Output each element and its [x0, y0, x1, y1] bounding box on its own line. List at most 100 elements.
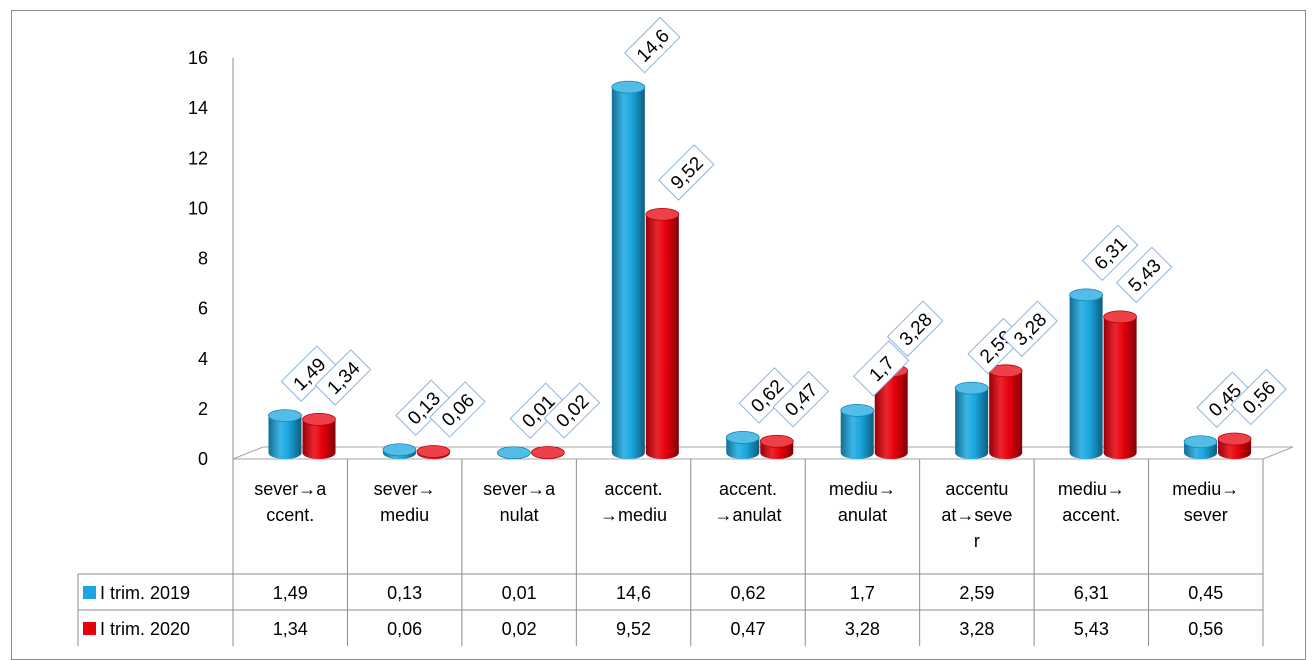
bar — [382, 443, 417, 459]
bar-top — [1183, 435, 1218, 449]
bar-top — [382, 443, 417, 457]
bar — [1183, 435, 1218, 459]
category-label: sever — [1184, 505, 1228, 525]
bar — [1217, 432, 1252, 459]
y-tick-label: 16 — [188, 48, 208, 68]
data-label-box — [429, 381, 486, 438]
category-label: accentu — [945, 479, 1008, 499]
bar — [302, 413, 336, 459]
data-label-box — [658, 144, 715, 201]
y-tick-label: 0 — [198, 449, 208, 469]
category-label: mediu — [380, 505, 429, 525]
bar — [759, 434, 794, 459]
bar-top — [496, 446, 531, 460]
category-label: mediu→ — [1058, 479, 1125, 499]
data-label-box — [886, 300, 944, 358]
y-tick-label: 6 — [198, 299, 208, 319]
bar-body — [840, 410, 874, 459]
category-label: →mediu — [600, 505, 667, 525]
category-label: accent. — [605, 479, 663, 499]
bar-top — [268, 409, 302, 423]
data-label: 14,6 — [624, 16, 681, 74]
bar-body — [1069, 294, 1103, 459]
category-label: sever→a — [254, 479, 327, 499]
table-cell: 0,01 — [502, 583, 537, 603]
category-label: ccent. — [266, 505, 314, 525]
bar-top — [302, 413, 336, 426]
table-cell: 3,28 — [959, 619, 994, 639]
bar-top — [416, 445, 451, 458]
table-cell: 1,7 — [850, 583, 875, 603]
y-tick-label: 8 — [198, 249, 208, 269]
y-tick-label: 14 — [188, 98, 208, 118]
y-tick-label: 4 — [198, 349, 208, 369]
category-label: →anulat — [714, 505, 781, 525]
bar — [416, 445, 451, 459]
legend-series-name: I trim. 2019 — [100, 583, 190, 603]
category-label: accent. — [719, 479, 777, 499]
category-label: nulat — [500, 505, 539, 525]
data-label-box — [543, 382, 601, 439]
category-label: accent. — [1062, 505, 1120, 525]
bar-top — [611, 80, 646, 94]
data-label: 0,56 — [1230, 368, 1287, 426]
data-label-box — [1115, 246, 1173, 304]
category-label: sever→a — [483, 479, 556, 499]
table-cell: 0,45 — [1188, 583, 1223, 603]
bar-top — [954, 381, 989, 395]
legend-key — [83, 586, 96, 599]
category-label: at→seve — [941, 505, 1012, 525]
bar — [954, 381, 989, 459]
bar-top — [1217, 432, 1252, 446]
legend-series-name: I trim. 2020 — [100, 619, 190, 639]
data-label-box — [1001, 300, 1058, 358]
bar — [268, 409, 302, 459]
data-label-box — [314, 349, 372, 406]
table-cell: 0,47 — [730, 619, 765, 639]
bar — [530, 446, 565, 459]
data-label-box — [1196, 371, 1253, 429]
bar — [645, 208, 680, 459]
legend-key — [83, 622, 96, 635]
bar — [1103, 310, 1138, 459]
data-label-box — [772, 370, 830, 428]
data-label: 0,02 — [543, 382, 601, 439]
bar-body — [1103, 316, 1137, 459]
data-label-box — [852, 340, 910, 397]
table-cell: 0,06 — [387, 619, 422, 639]
table-cell: 2,59 — [959, 583, 994, 603]
bar-body — [645, 214, 679, 459]
table-cell: 6,31 — [1074, 583, 1109, 603]
table-cell: 14,6 — [616, 583, 651, 603]
table-cell: 1,49 — [273, 583, 308, 603]
bar-top — [645, 208, 680, 221]
bar — [840, 403, 875, 459]
bar-top — [840, 403, 875, 417]
category-label: sever→ — [374, 479, 436, 499]
table-cell: 0,13 — [387, 583, 422, 603]
table-cell: 3,28 — [845, 619, 880, 639]
bar — [988, 364, 1023, 459]
table-cell: 1,34 — [273, 619, 308, 639]
table-cell: 9,52 — [616, 619, 651, 639]
y-tick-label: 10 — [188, 198, 208, 218]
data-label-box — [1230, 368, 1287, 426]
bar-top — [1103, 310, 1138, 324]
bar — [725, 431, 760, 459]
y-tick-label: 2 — [198, 399, 208, 419]
bar-body — [989, 370, 1023, 459]
bar — [496, 446, 531, 460]
bar-top — [1069, 288, 1104, 302]
bar-top — [530, 446, 565, 459]
bar-body — [611, 87, 645, 460]
bar — [1069, 288, 1104, 459]
data-label-box — [1081, 224, 1139, 282]
data-label: 1,7 — [852, 340, 910, 397]
category-label: mediu→ — [1172, 479, 1239, 499]
table-cell: 0,62 — [730, 583, 765, 603]
category-label: mediu→ — [829, 479, 896, 499]
table-cell: 0,02 — [502, 619, 537, 639]
category-label: anulat — [838, 505, 887, 525]
bar-top — [759, 434, 794, 448]
table-cell: 0,56 — [1188, 619, 1223, 639]
